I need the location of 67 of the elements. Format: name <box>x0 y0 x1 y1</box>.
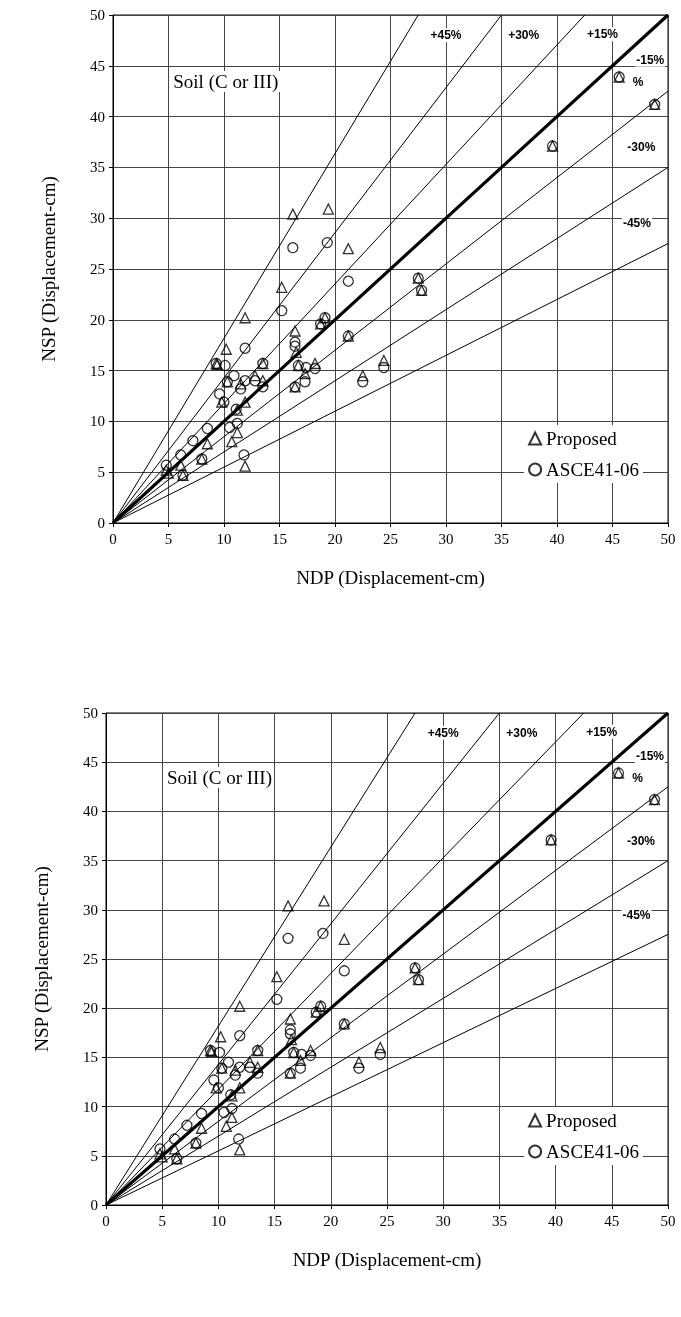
y-tick-label: 20 <box>90 311 105 328</box>
y-tick-label: 10 <box>90 413 105 430</box>
y-axis-title: NSP (Displacement-cm) <box>31 866 53 1052</box>
legend-label: Proposed <box>546 428 618 449</box>
y-tick-label: 35 <box>83 852 98 869</box>
x-tick-label: 15 <box>267 1212 283 1229</box>
y-tick-label: 10 <box>83 1098 98 1115</box>
legend-label: Proposed <box>546 1110 618 1131</box>
y-tick-label: 30 <box>83 901 98 918</box>
y-tick-label: 40 <box>90 108 105 125</box>
x-axis-title: NDP (Displacement-cm) <box>296 567 485 589</box>
x-tick-label: 40 <box>549 530 565 547</box>
x-tick-label: 25 <box>383 530 398 547</box>
annotation: +45% <box>427 725 460 740</box>
y-tick-label: 45 <box>83 754 98 771</box>
annotation: -15% <box>636 52 665 67</box>
x-tick-label: 40 <box>548 1212 564 1229</box>
annotation: +15% <box>586 724 618 739</box>
y-tick-label: 45 <box>90 57 105 74</box>
x-tick-label: 45 <box>604 1212 620 1229</box>
y-axis-title: NSP (Displacement-cm) <box>38 176 60 362</box>
x-tick-label: 10 <box>210 1212 226 1229</box>
y-tick-label: 15 <box>90 362 105 379</box>
y-tick-label: 25 <box>83 951 98 967</box>
x-tick-label: 20 <box>323 1212 339 1229</box>
x-tick-label: 45 <box>605 530 620 547</box>
y-tick-label: 40 <box>83 803 98 820</box>
x-tick-label: 25 <box>379 1212 395 1229</box>
x-axis-title: NDP (Displacement-cm) <box>292 1249 482 1271</box>
annotation: Soil (C or III) <box>167 767 273 790</box>
x-tick-label: 35 <box>494 530 509 547</box>
y-tick-label: 50 <box>83 705 98 721</box>
annotation: % <box>632 75 644 90</box>
annotation: % <box>632 770 644 785</box>
annotation: Soil (C or III) <box>173 70 279 93</box>
y-tick-label: 15 <box>83 1049 98 1066</box>
annotation: -30% <box>627 833 656 848</box>
x-tick-label: 5 <box>158 1212 166 1229</box>
x-tick-label: 10 <box>216 530 232 547</box>
x-tick-label: 0 <box>109 530 117 547</box>
y-tick-label: 0 <box>90 1197 98 1213</box>
legend-label: ASCE41-06 <box>546 459 640 480</box>
y-tick-label: 20 <box>83 1000 98 1017</box>
x-tick-label: 5 <box>164 530 173 547</box>
x-tick-label: 15 <box>272 530 287 547</box>
annotation: +15% <box>586 27 619 42</box>
y-tick-label: 25 <box>90 261 105 277</box>
annotation: -30% <box>627 140 656 155</box>
y-tick-label: 5 <box>90 1147 98 1164</box>
y-tick-label: 0 <box>97 515 105 531</box>
y-tick-label: 30 <box>90 210 105 227</box>
annotation: -45% <box>622 907 651 922</box>
annotation: +30% <box>506 725 538 740</box>
x-tick-label: 20 <box>327 530 343 547</box>
x-tick-label: 35 <box>491 1212 507 1229</box>
x-tick-label: 50 <box>660 1212 676 1229</box>
annotation: +45% <box>430 28 462 43</box>
legend-label: ASCE41-06 <box>546 1141 640 1162</box>
annotation: -15% <box>636 749 665 764</box>
y-tick-label: 35 <box>90 159 105 176</box>
annotation: -45% <box>622 216 652 231</box>
y-tick-label: 5 <box>97 464 105 481</box>
x-tick-label: 30 <box>438 530 454 547</box>
annotation: +30% <box>508 28 540 43</box>
x-tick-label: 30 <box>435 1212 451 1229</box>
x-tick-label: 50 <box>660 530 676 547</box>
y-tick-label: 50 <box>90 7 105 23</box>
